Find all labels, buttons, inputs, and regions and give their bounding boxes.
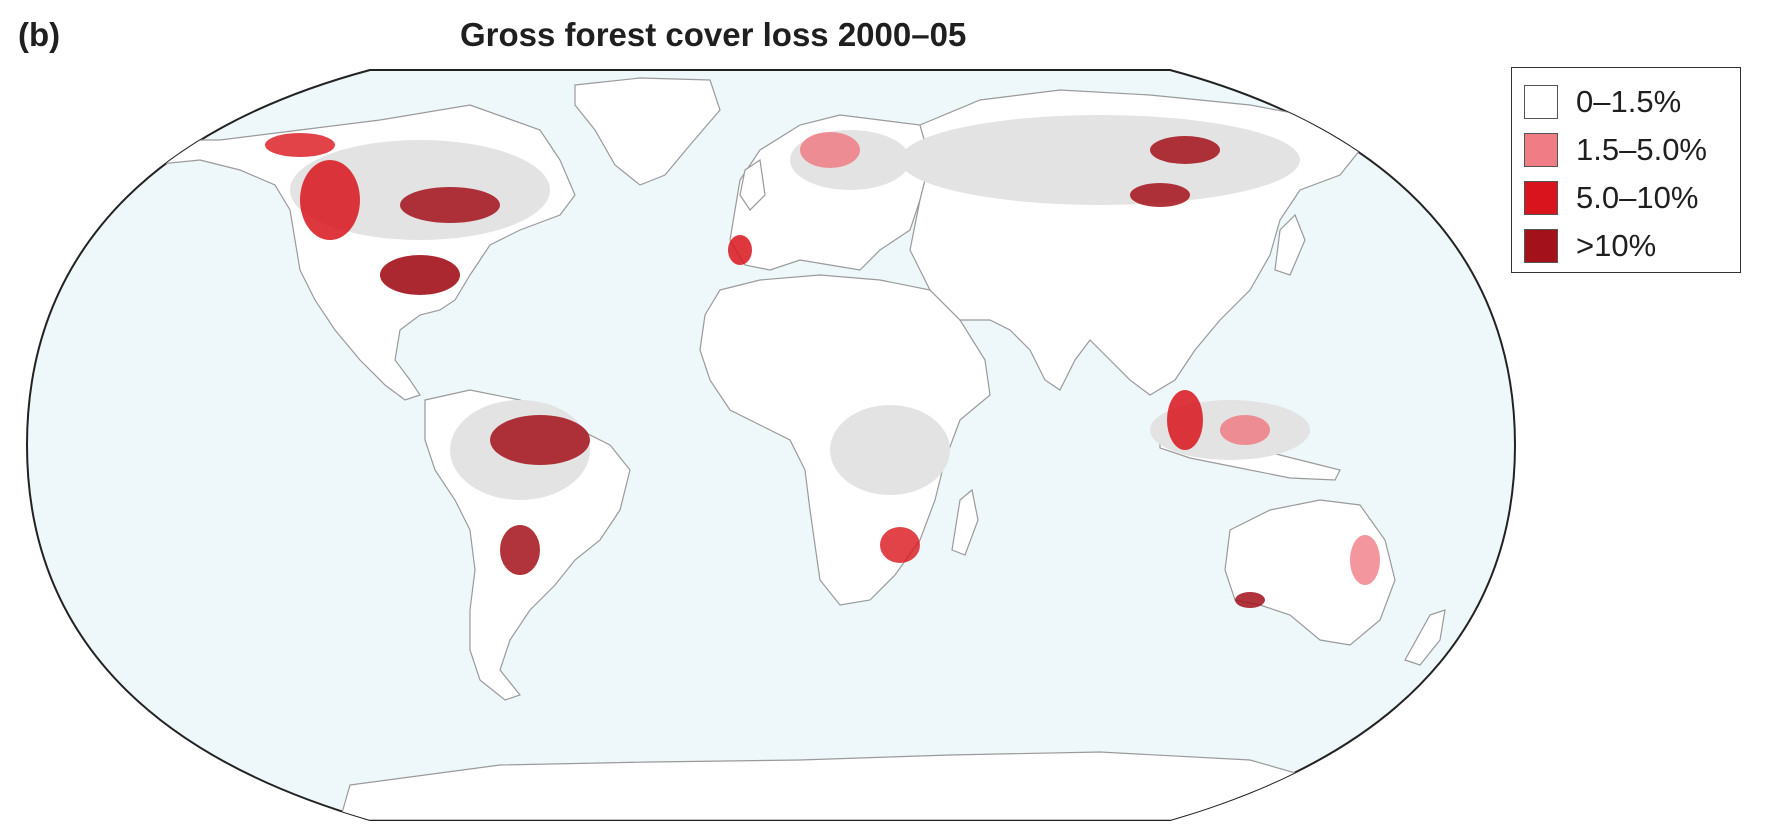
- legend-label: 1.5–5.0%: [1576, 132, 1707, 167]
- legend: 0–1.5% 1.5–5.0% 5.0–10% >10%: [1511, 67, 1741, 273]
- legend-swatch: [1524, 85, 1558, 119]
- great-britain: [739, 158, 766, 211]
- panel-label: (b): [18, 16, 61, 53]
- legend-label: 0–1.5%: [1576, 84, 1682, 119]
- legend-item: >10%: [1524, 222, 1728, 270]
- legend-item: 0–1.5%: [1524, 78, 1728, 126]
- new-zealand: [1404, 609, 1446, 666]
- japan: [1274, 213, 1306, 276]
- legend-swatch: [1524, 133, 1558, 167]
- legend-item: 5.0–10%: [1524, 174, 1728, 222]
- legend-item: 1.5–5.0%: [1524, 126, 1728, 174]
- legend-swatch: [1524, 181, 1558, 215]
- antarctica: [339, 751, 1331, 820]
- legend-label: >10%: [1576, 228, 1657, 263]
- greenland: [574, 77, 721, 186]
- legend-label: 5.0–10%: [1576, 180, 1699, 215]
- forest-loss-hotspots: [265, 132, 1380, 608]
- map-title: Gross forest cover loss 2000–05: [460, 16, 967, 53]
- legend-swatch: [1524, 229, 1558, 263]
- madagascar: [951, 488, 979, 556]
